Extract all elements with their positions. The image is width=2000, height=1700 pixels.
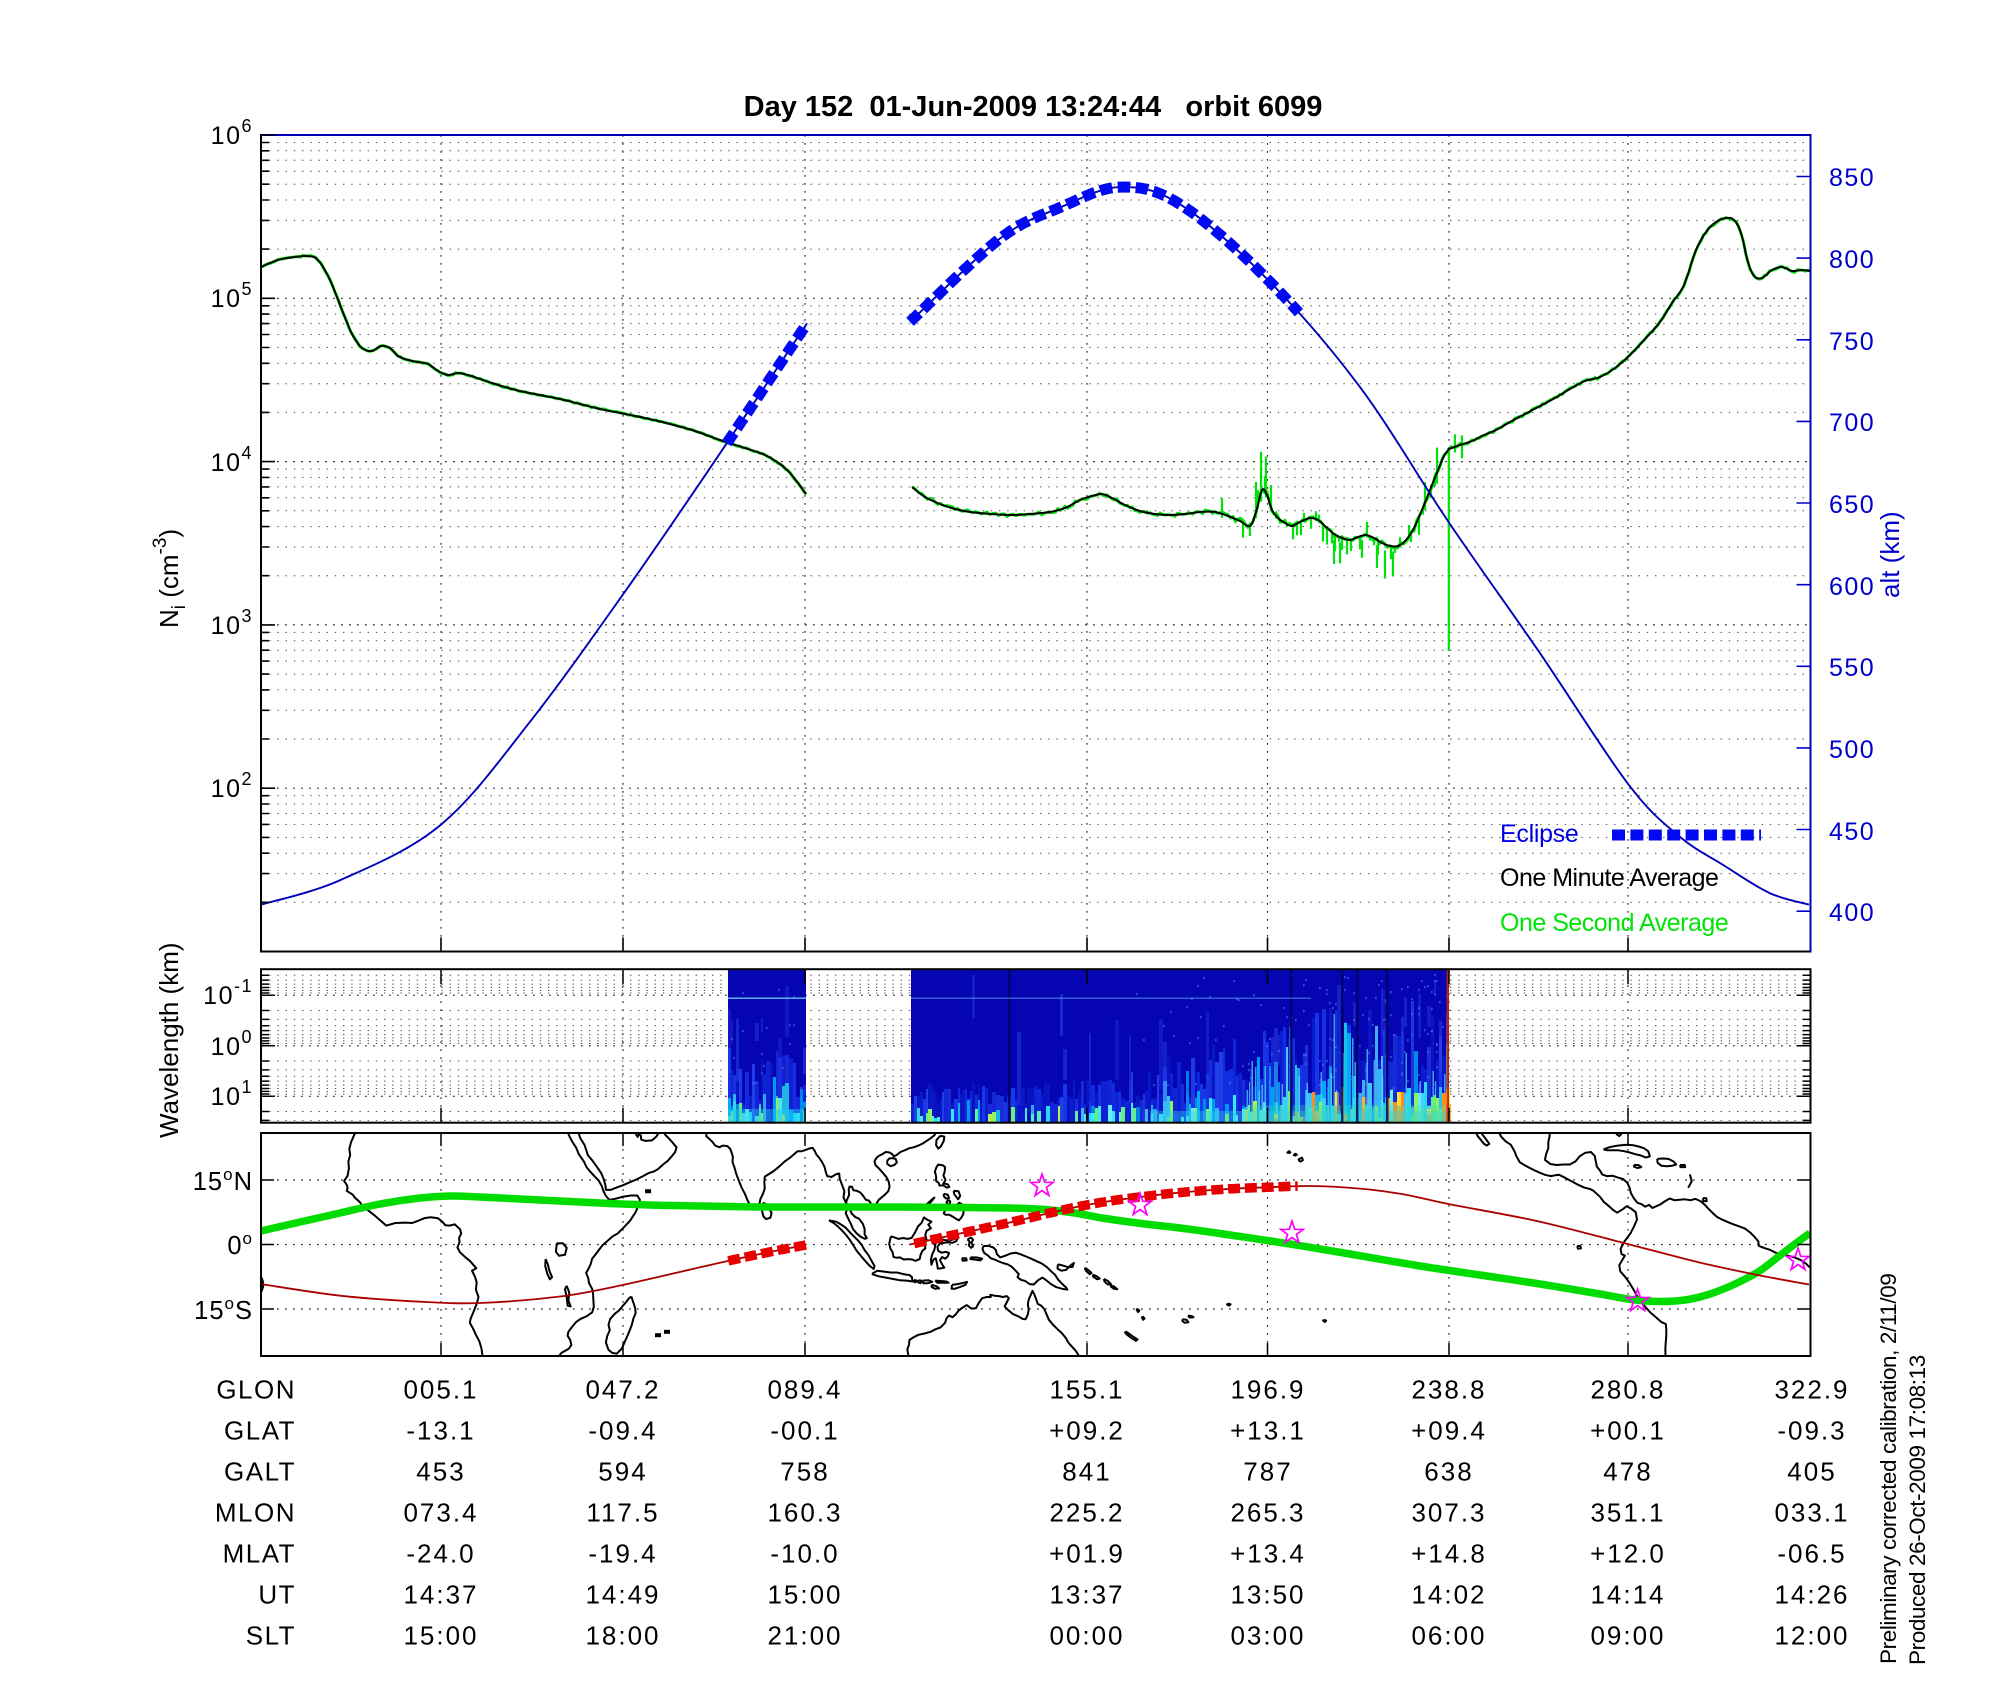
svg-text:-09.3: -09.3 [1777,1416,1846,1446]
svg-text:-00.1: -00.1 [770,1416,839,1446]
svg-text:104: 104 [211,443,253,477]
svg-text:073.4: 073.4 [403,1498,478,1528]
svg-text:351.1: 351.1 [1590,1498,1665,1528]
svg-text:478: 478 [1603,1457,1652,1487]
svg-text:450: 450 [1829,818,1875,846]
svg-text:MLAT: MLAT [223,1539,296,1569]
svg-text:841: 841 [1062,1457,1111,1487]
svg-text:15oS: 15oS [194,1294,253,1325]
svg-text:102: 102 [211,769,253,803]
svg-text:105: 105 [211,279,253,313]
svg-text:089.4: 089.4 [767,1375,842,1405]
svg-text:GLON: GLON [216,1375,296,1405]
svg-text:18:00: 18:00 [585,1621,660,1651]
svg-text:+13.4: +13.4 [1230,1539,1306,1569]
svg-text:GALT: GALT [224,1457,296,1487]
svg-text:Wavelength (km): Wavelength (km) [154,942,184,1138]
svg-text:0o: 0o [227,1229,253,1260]
svg-text:13:37: 13:37 [1049,1580,1124,1610]
svg-text:06:00: 06:00 [1411,1621,1486,1651]
svg-text:-10.0: -10.0 [770,1539,839,1569]
svg-text:155.1: 155.1 [1049,1375,1124,1405]
svg-text:00:00: 00:00 [1049,1621,1124,1651]
svg-text:+14.8: +14.8 [1411,1539,1487,1569]
svg-text:400: 400 [1829,899,1875,927]
svg-text:14:49: 14:49 [585,1580,660,1610]
svg-text:14:26: 14:26 [1774,1580,1849,1610]
svg-text:500: 500 [1829,736,1875,764]
svg-text:+09.2: +09.2 [1049,1416,1125,1446]
svg-text:+01.9: +01.9 [1049,1539,1125,1569]
svg-text:14:02: 14:02 [1411,1580,1486,1610]
svg-text:-06.5: -06.5 [1777,1539,1846,1569]
svg-text:103: 103 [211,606,253,640]
svg-text:100: 100 [211,1027,253,1061]
svg-text:600: 600 [1829,573,1875,601]
svg-text:800: 800 [1829,246,1875,274]
svg-text:15:00: 15:00 [767,1580,842,1610]
svg-text:21:00: 21:00 [767,1621,842,1651]
svg-text:225.2: 225.2 [1049,1498,1124,1528]
svg-text:GLAT: GLAT [224,1416,296,1446]
svg-text:-13.1: -13.1 [406,1416,475,1446]
svg-text:117.5: 117.5 [586,1498,659,1528]
svg-text:alt (km): alt (km) [1875,511,1905,598]
svg-text:Produced 26-Oct-2009 17:08:13: Produced 26-Oct-2009 17:08:13 [1905,1355,1930,1665]
svg-text:594: 594 [598,1457,647,1487]
svg-text:Ni (cm-3): Ni (cm-3) [150,529,190,628]
svg-text:Day 152 01-Jun-2009 13:24:44: Day 152 01-Jun-2009 13:24:44 orbit 6099 [744,91,1323,123]
svg-text:307.3: 307.3 [1411,1498,1486,1528]
svg-text:322.9: 322.9 [1774,1375,1849,1405]
svg-text:405: 405 [1787,1457,1836,1487]
svg-text:13:50: 13:50 [1230,1580,1305,1610]
svg-text:15oN: 15oN [193,1165,253,1196]
svg-text:Eclipse: Eclipse [1500,820,1579,848]
svg-text:033.1: 033.1 [1774,1498,1849,1528]
svg-text:638: 638 [1424,1457,1473,1487]
svg-text:+13.1: +13.1 [1230,1416,1306,1446]
svg-text:650: 650 [1829,491,1875,519]
svg-text:+12.0: +12.0 [1590,1539,1666,1569]
svg-text:-19.4: -19.4 [588,1539,657,1569]
svg-text:12:00: 12:00 [1774,1621,1849,1651]
svg-text:787: 787 [1243,1457,1292,1487]
svg-text:One Second Average: One Second Average [1500,909,1728,937]
svg-text:MLON: MLON [215,1498,296,1528]
svg-text:03:00: 03:00 [1230,1621,1305,1651]
svg-text:550: 550 [1829,654,1875,682]
svg-text:Preliminary corrected calibrat: Preliminary corrected calibration, 2/11/… [1876,1274,1901,1664]
svg-text:850: 850 [1829,164,1875,192]
svg-text:14:37: 14:37 [403,1580,478,1610]
svg-text:+00.1: +00.1 [1590,1416,1666,1446]
svg-text:160.3: 160.3 [767,1498,842,1528]
svg-text:UT: UT [258,1580,296,1610]
svg-text:14:14: 14:14 [1590,1580,1665,1610]
svg-text:238.8: 238.8 [1411,1375,1486,1405]
svg-text:280.8: 280.8 [1590,1375,1665,1405]
svg-text:106: 106 [211,116,253,150]
svg-text:+09.4: +09.4 [1411,1416,1487,1446]
svg-text:005.1: 005.1 [403,1375,478,1405]
svg-text:750: 750 [1829,328,1875,356]
svg-text:09:00: 09:00 [1590,1621,1665,1651]
svg-text:758: 758 [780,1457,829,1487]
svg-text:SLT: SLT [246,1621,296,1651]
svg-text:15:00: 15:00 [403,1621,478,1651]
svg-text:101: 101 [211,1077,253,1111]
svg-text:265.3: 265.3 [1230,1498,1305,1528]
svg-text:047.2: 047.2 [585,1375,660,1405]
svg-text:453: 453 [416,1457,465,1487]
svg-text:-24.0: -24.0 [406,1539,475,1569]
svg-text:-09.4: -09.4 [588,1416,657,1446]
svg-text:One Minute Average: One Minute Average [1500,864,1718,892]
svg-text:196.9: 196.9 [1230,1375,1305,1405]
svg-text:10-1: 10-1 [203,976,253,1010]
svg-text:700: 700 [1829,409,1875,437]
